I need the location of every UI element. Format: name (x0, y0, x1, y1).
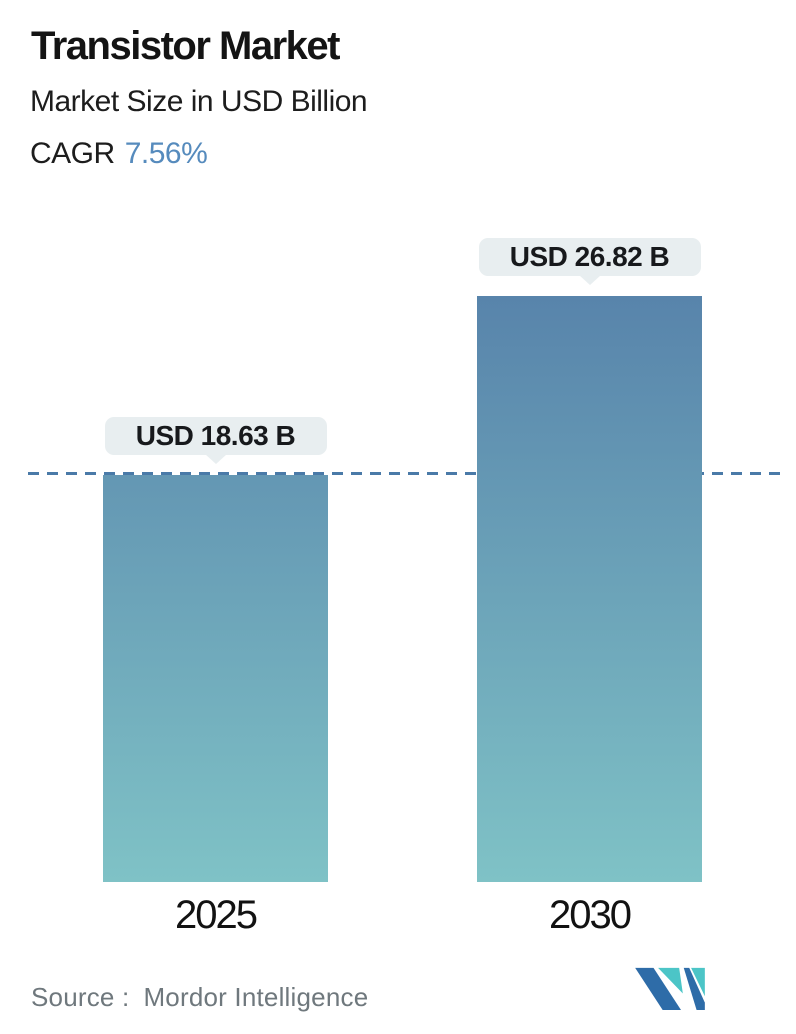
logo-right-stroke (683, 967, 705, 1010)
chart-subtitle: Market Size in USD Billion (30, 85, 368, 118)
cagr-line: CAGR 7.56% (30, 137, 208, 171)
logo-mid-triangle (658, 967, 683, 994)
bar-2030 (477, 296, 702, 882)
logo-right-triangle (691, 967, 705, 997)
logo-left-stroke (635, 967, 681, 1010)
cagr-value: 7.56% (124, 137, 208, 170)
value-label-text: USD 18.63 B (135, 420, 296, 451)
source-text: Source : Mordor Intelligence (31, 982, 368, 1013)
mordor-intelligence-logo (635, 967, 705, 1010)
value-label-2030: USD 26.82 B (478, 238, 701, 276)
reference-dashed-line (28, 472, 783, 475)
source-value: Mordor Intelligence (143, 982, 369, 1012)
axis-label-2025: 2025 (175, 893, 258, 937)
page-title: Transistor Market (31, 24, 340, 68)
cagr-label: CAGR (30, 137, 115, 170)
source-label: Source : (31, 982, 130, 1012)
value-label-2025: USD 18.63 B (104, 417, 327, 455)
value-label-text: USD 26.82 B (509, 241, 670, 272)
bar-2025 (103, 475, 328, 882)
axis-label-2030: 2030 (549, 893, 632, 937)
